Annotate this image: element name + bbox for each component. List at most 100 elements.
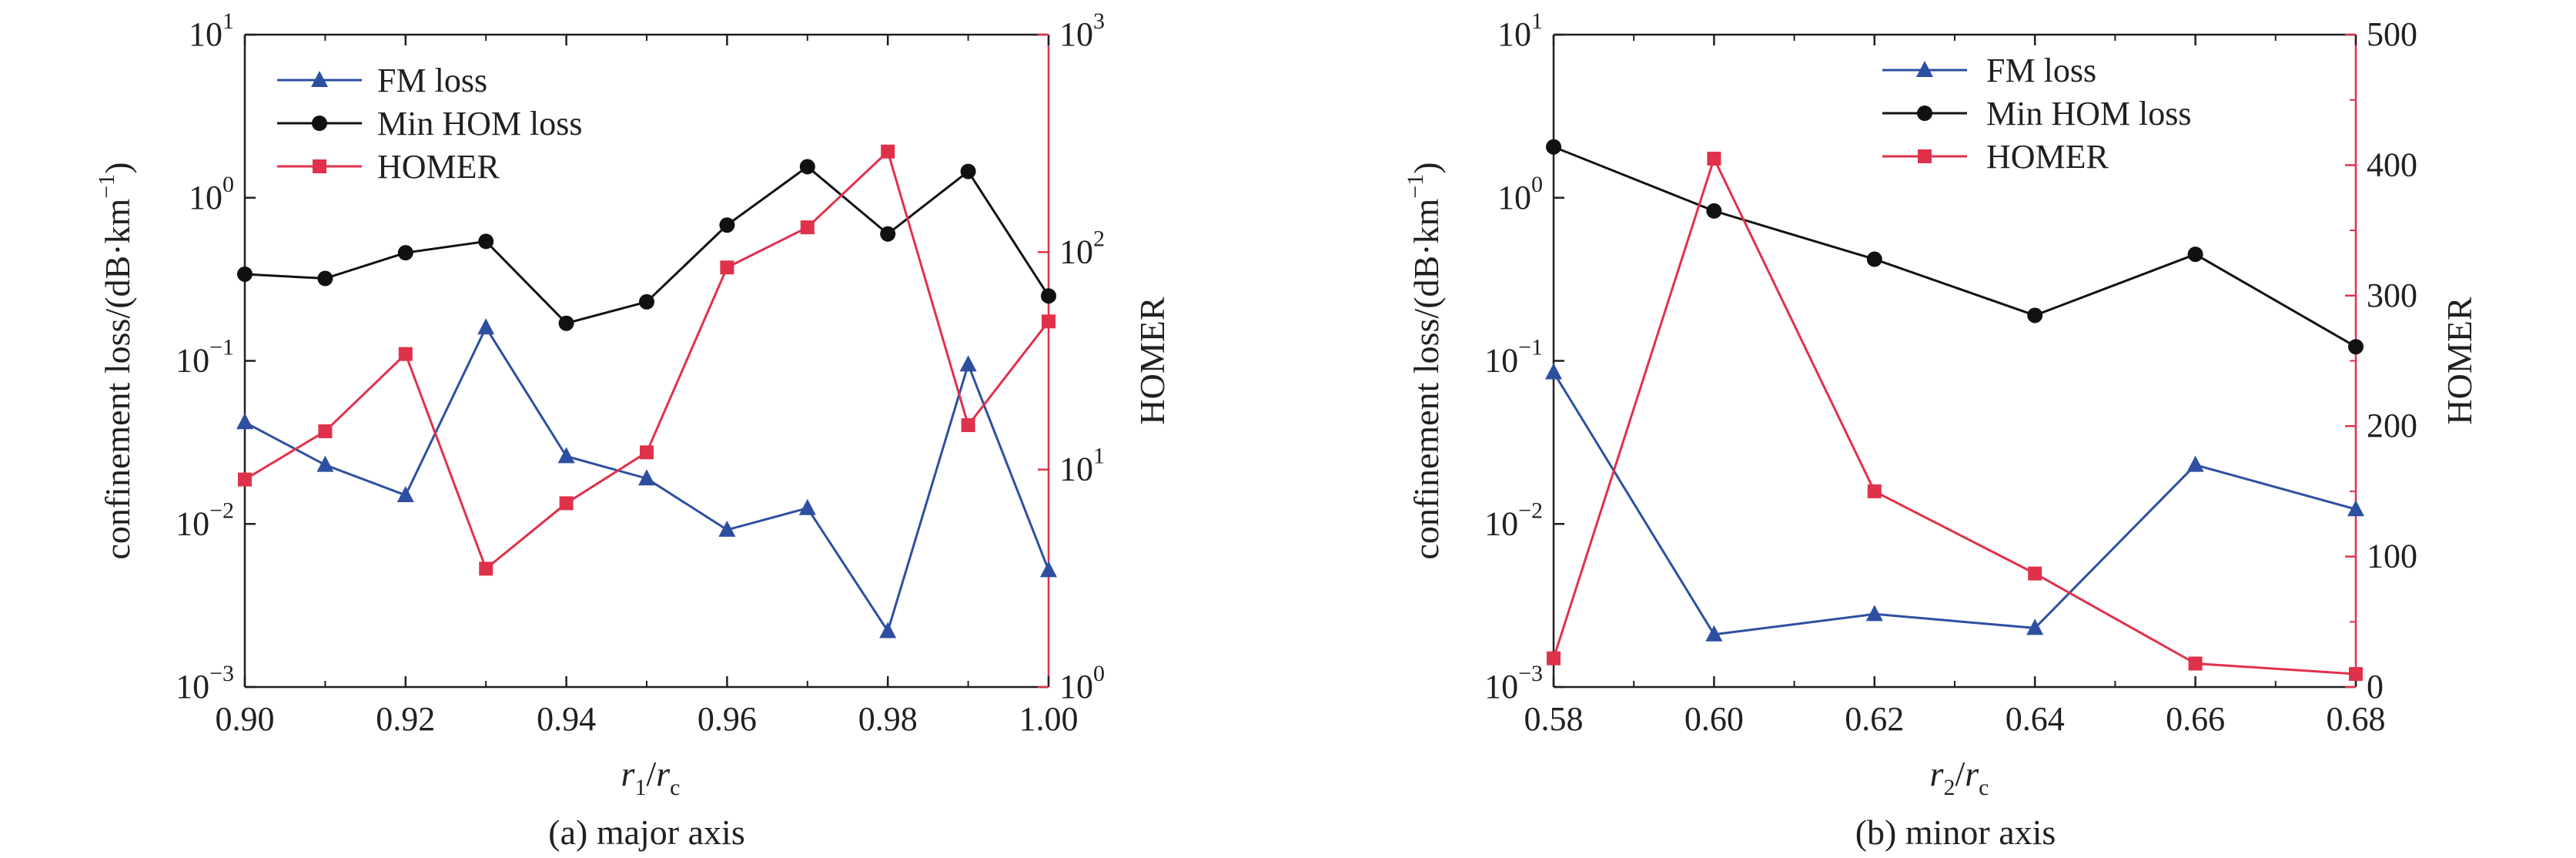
data-point [236,413,253,430]
data-point [1545,363,1562,380]
y-right-tick-text: 0 [2367,668,2384,706]
series-fm-loss [236,318,1057,638]
data-point [1865,605,1883,622]
x-axis-label-slash: / [1955,754,1965,793]
y-left-tick-exp: −2 [209,498,234,523]
y-axis-left-label-main: confinement loss/(dB·km [98,198,137,559]
legend-label: Min HOM loss [1986,95,2192,132]
data-point [1705,625,1723,642]
x-tick-label: 0.92 [376,700,435,738]
x-axis-label-sub2: c [1979,775,1989,800]
y-left-tick-exp: 1 [1531,8,1543,34]
legend-label: HOMER [1986,138,2109,176]
series-line [244,149,1050,571]
panel-caption-text: (b) minor axis [1855,813,2056,852]
data-point [396,485,414,502]
y-axis-left-label-sup: −1 [1403,174,1428,199]
data-point [960,163,976,179]
x-tick-label: 0.62 [1845,700,1904,738]
x-tick-label-text: 0.62 [1845,700,1904,738]
y-left-tick-base: 10 [1484,668,1518,706]
y-left-tick-base: 10 [1497,15,1531,53]
x-tick-label-text: 0.96 [698,700,757,738]
y-right-tick-exp: 0 [1093,661,1105,686]
data-point [2187,246,2203,263]
panel-caption: (a) major axis [548,813,744,852]
y-left-tick-exp: −3 [209,661,234,686]
legend-marker [313,159,326,173]
y-left-tick-base: 10 [176,504,209,542]
y-left-tick-label: 101 [1497,8,1543,53]
x-tick-label-text: 0.66 [2166,700,2225,738]
legend-label: HOMER [377,148,500,186]
x-axis-label-r: r [1930,754,1945,793]
x-tick-label-text: 0.64 [2006,700,2065,738]
data-point [719,217,735,233]
panel-caption: (b) minor axis [1855,813,2056,852]
y-right-tick-base: 10 [1059,668,1093,706]
legend-marker [312,116,327,131]
y-left-tick-base: 10 [1497,179,1531,216]
legend-label-text: HOMER [377,148,500,186]
legend-marker [1916,61,1933,77]
y-axis-left-label-sup: −1 [94,174,119,199]
y-axis-left-label: confinement loss/(dB·km−1) [1403,162,1446,559]
y-right-tick-base: 10 [1059,451,1093,488]
y-left-tick-base: 10 [189,179,222,216]
data-point [2349,667,2363,682]
y-right-tick-text: 100 [2367,538,2417,575]
y-left-tick-label: 100 [189,172,234,216]
data-point [879,622,897,638]
y-axis-left-label-post: ) [1407,162,1446,173]
data-point [2348,339,2364,355]
y-left-tick-exp: −3 [1518,661,1543,686]
y-right-tick-exp: 2 [1093,226,1105,251]
chart-panel-minor-axis: 0.58 0.60 0.62 0.64 0.66 0.6810110010−110−210… [1403,8,2479,852]
series-line [1553,146,2357,348]
legend-label-text: Min HOM loss [1986,95,2192,132]
y-axis-right-label: HOMER [1132,297,1172,424]
y-right-tick-label: 100 [1059,661,1105,706]
series-min-hom-loss [1546,139,2364,355]
y-left-tick-exp: −2 [1518,498,1543,523]
data-point [397,245,413,261]
x-tick-label-text: 0.58 [1524,700,1584,738]
legend-marker [311,71,328,87]
data-point [881,144,895,159]
legend-marker [1917,106,1932,121]
y-axis-left-label-main: confinement loss/(dB·km [1407,198,1446,559]
legend: FM loss Min HOM loss HOMER [1882,52,2192,176]
legend-label-text: HOMER [1986,138,2109,176]
data-point [2026,618,2044,635]
y-right-tick-label: 100 [2367,538,2417,575]
data-point [558,315,574,331]
data-point [1866,251,1882,267]
series-line [1552,371,2357,636]
data-point [1707,151,1721,166]
y-right-tick-exp: 1 [1093,444,1105,469]
data-point [959,355,977,372]
data-point [1041,288,1056,304]
data-point [1706,203,1722,219]
x-tick-label-text: 0.68 [2327,700,2386,738]
data-point [718,520,736,537]
y-right-tick-label: 200 [2367,407,2417,444]
data-point [638,469,655,486]
y-left-tick-label: 100 [1497,172,1543,216]
data-point [2188,656,2203,671]
y-left-tick-base: 10 [189,15,222,53]
y-axis-right-label-text: HOMER [1132,297,1172,424]
y-axis-left-label: confinement loss/(dB·km−1) [94,162,137,559]
chart-panel-major-axis: 0.90 0.92 0.94 0.96 0.98 1.0010110010−110−210… [94,8,1172,852]
y-axis-right-label: HOMER [2440,297,2479,424]
y-left-tick-label: 10−1 [176,335,234,380]
y-right-tick-text: 300 [2367,277,2417,314]
y-right-tick-label: 400 [2367,146,2417,183]
x-tick-label: 0.94 [537,700,596,738]
x-tick-label: 0.98 [858,700,918,738]
x-axis-label-slash: / [646,754,656,793]
data-point [557,447,575,464]
y-right-tick-text: 400 [2367,146,2417,183]
data-point [880,226,896,242]
